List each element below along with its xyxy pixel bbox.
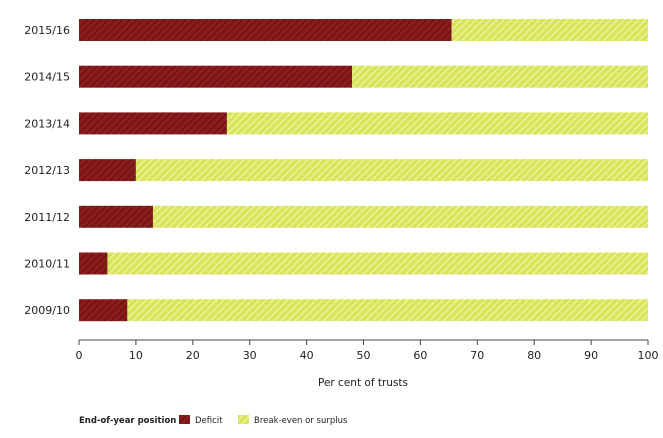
x-tick-label: 20 <box>186 349 200 362</box>
bars-group <box>79 19 649 322</box>
category-label: 2013/14 <box>24 117 70 130</box>
category-label: 2012/13 <box>24 164 70 177</box>
category-label: 2010/11 <box>24 258 70 271</box>
x-tick-label: 30 <box>243 349 257 362</box>
bar-deficit-2009-10 <box>79 299 128 322</box>
legend-label-deficit: Deficit <box>195 416 223 426</box>
x-tick-label: 10 <box>129 349 143 362</box>
x-tick-label: 0 <box>76 349 83 362</box>
x-tick-label: 50 <box>357 349 371 362</box>
bar-surplus-2010-11 <box>107 252 648 275</box>
category-label: 2015/16 <box>24 24 70 37</box>
bar-surplus-2011-12 <box>152 205 648 228</box>
bar-surplus-2015-16 <box>451 19 648 41</box>
category-label: 2014/15 <box>24 71 70 84</box>
x-tick-label: 90 <box>584 349 598 362</box>
legend-swatch-surplus <box>238 415 249 424</box>
legend-label-surplus: Break-even or surplus <box>254 416 348 426</box>
bar-deficit-2011-12 <box>79 205 153 228</box>
bar-deficit-2013-14 <box>79 112 227 135</box>
legend-swatch-deficit <box>179 415 190 424</box>
legend: End-of-year position Deficit Break-even … <box>79 415 348 426</box>
category-label: 2011/12 <box>24 211 70 224</box>
x-tick-label: 70 <box>470 349 484 362</box>
bar-deficit-2012-13 <box>79 159 136 182</box>
x-tick-label: 80 <box>527 349 541 362</box>
bar-deficit-2014-15 <box>79 65 353 88</box>
category-label: 2009/10 <box>24 304 70 317</box>
bar-surplus-2009-10 <box>127 299 649 322</box>
x-axis-title: Per cent of trusts <box>318 377 408 389</box>
bar-surplus-2012-13 <box>135 159 648 182</box>
legend-title: End-of-year position <box>79 416 176 426</box>
bar-surplus-2014-15 <box>352 65 648 88</box>
x-axis-ticks: 0 10 20 30 40 50 60 70 80 90 100 <box>76 340 659 362</box>
bar-surplus-2013-14 <box>226 112 648 135</box>
bar-deficit-2010-11 <box>79 252 108 275</box>
x-tick-label: 100 <box>638 349 659 362</box>
bar-deficit-2015-16 <box>79 19 452 41</box>
x-tick-label: 40 <box>300 349 314 362</box>
x-tick-label: 60 <box>413 349 427 362</box>
category-labels: 2015/16 2014/15 2013/14 2012/13 2011/12 2010/… <box>24 24 70 317</box>
